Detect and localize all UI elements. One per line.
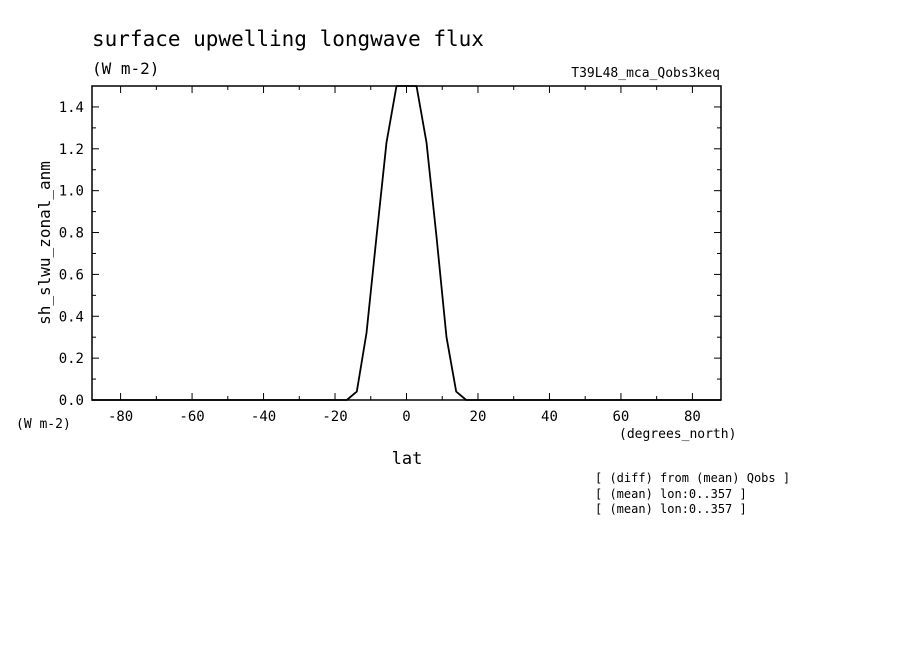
- notes: [ (diff) from (mean) Qobs ] [ (mean) lon…: [595, 471, 790, 516]
- run-label: T39L48_mca_Qobs3keq: [571, 66, 720, 81]
- x-tick-label: 40: [541, 409, 558, 425]
- x-tick-label: -40: [251, 409, 276, 425]
- x-tick-label: 0: [402, 409, 410, 425]
- plot-frame: [91, 85, 722, 401]
- y-tick-label: 0.8: [59, 226, 84, 242]
- note-line: [ (diff) from (mean) Qobs ]: [595, 471, 790, 485]
- x-axis-units: (degrees_north): [619, 427, 736, 442]
- y-axis-units: (W m-2): [16, 417, 71, 432]
- x-tick-label: -60: [179, 409, 204, 425]
- y-tick-label: 0.2: [59, 351, 84, 367]
- y-tick-label: 0.6: [59, 267, 84, 283]
- series-line: [92, 85, 721, 401]
- x-tick-label: -80: [108, 409, 133, 425]
- x-tick-label: 60: [613, 409, 630, 425]
- plot-border: [91, 85, 722, 401]
- x-tick-label: 20: [470, 409, 487, 425]
- y-tick-label: 0.4: [59, 309, 84, 325]
- x-tick-label: 80: [684, 409, 701, 425]
- y-tick-label: 0.0: [59, 393, 84, 409]
- x-axis-label: lat: [392, 449, 423, 469]
- y-tick-label: 1.2: [59, 142, 84, 158]
- series-layer: [92, 85, 721, 401]
- chart-subtitle: (W m-2): [92, 59, 159, 78]
- note-line: [ (mean) lon:0..357 ]: [595, 487, 747, 501]
- y-tick-label: 1.4: [59, 100, 84, 116]
- chart-title: surface upwelling longwave flux: [92, 27, 484, 51]
- note-line: [ (mean) lon:0..357 ]: [595, 502, 747, 516]
- y-tick-label: 1.0: [59, 184, 84, 200]
- y-axis-label: sh_slwu_zonal_anm: [35, 161, 54, 325]
- axis-tick-labels: -80 -60 -40 -20 0 20 40 60 80 0.0 0.2 0.4 0.6 0.8 1.0 1…: [59, 100, 701, 425]
- axis-ticks: [92, 85, 721, 401]
- x-tick-label: -20: [322, 409, 347, 425]
